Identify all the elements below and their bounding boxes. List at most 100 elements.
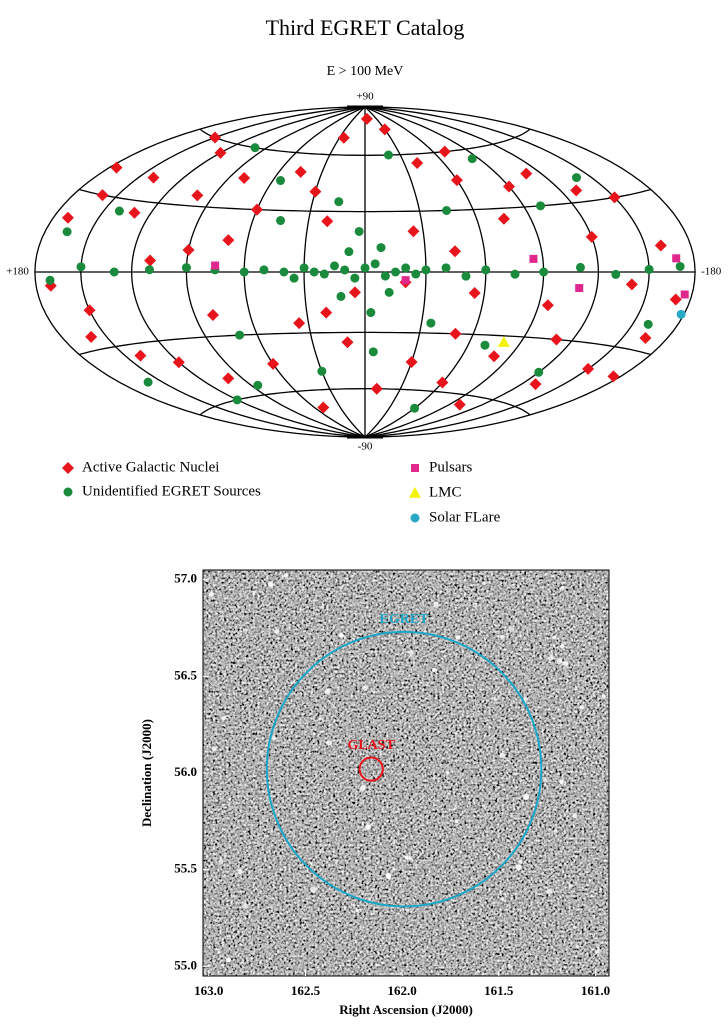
- marker-circle: [76, 262, 85, 271]
- legend-label: Unidentified EGRET Sources: [82, 483, 261, 499]
- legend-label: Solar FLare: [429, 509, 501, 525]
- y-tick-label: 57.0: [174, 571, 197, 586]
- star: [212, 747, 217, 752]
- legend-marker: [64, 488, 73, 497]
- x-tick-label: 161.5: [484, 983, 514, 998]
- marker-circle: [182, 263, 191, 272]
- star: [561, 586, 564, 589]
- marker-diamond: [449, 245, 461, 257]
- marker-diamond: [411, 157, 423, 169]
- star: [560, 644, 564, 648]
- star: [446, 771, 450, 775]
- star: [554, 829, 558, 833]
- star: [337, 739, 339, 741]
- marker-circle: [377, 243, 386, 252]
- y-tick-label: 55.0: [174, 957, 197, 972]
- star: [259, 750, 264, 755]
- star: [252, 592, 255, 595]
- star: [356, 909, 359, 912]
- marker-circle: [145, 265, 154, 274]
- marker-circle: [361, 263, 370, 272]
- marker-diamond: [338, 132, 350, 144]
- marker-circle: [110, 268, 119, 277]
- marker-circle: [421, 265, 430, 274]
- marker-diamond: [222, 372, 234, 384]
- marker-circle: [144, 378, 153, 387]
- star: [500, 635, 505, 640]
- star: [559, 779, 563, 783]
- y-tick-label: +90: [356, 90, 374, 102]
- x-tick-label: +180: [6, 266, 29, 278]
- marker-circle: [384, 151, 393, 160]
- marker-diamond: [439, 146, 451, 158]
- star: [243, 628, 247, 632]
- star: [482, 581, 486, 585]
- marker-circle: [336, 292, 345, 301]
- marker-circle: [411, 270, 420, 279]
- y-tick-label: -90: [358, 441, 373, 453]
- marker-circle: [334, 197, 343, 206]
- marker-circle: [381, 272, 390, 281]
- marker-diamond: [293, 317, 305, 329]
- star: [455, 820, 459, 824]
- star: [447, 792, 449, 794]
- marker-circle: [350, 274, 359, 283]
- marker-diamond: [670, 294, 682, 306]
- x-tick-label: 162.5: [291, 983, 321, 998]
- marker-circle: [279, 268, 288, 277]
- marker-diamond: [520, 168, 532, 180]
- legend-label: Active Galactic Nuclei: [82, 459, 219, 475]
- star: [228, 798, 231, 801]
- star: [523, 794, 529, 800]
- star: [360, 785, 366, 791]
- marker-diamond: [222, 234, 234, 246]
- marker-diamond: [144, 255, 156, 267]
- legend-marker: [62, 462, 74, 474]
- x-tick-label: 162.0: [388, 983, 417, 998]
- star: [595, 949, 601, 955]
- star: [222, 716, 226, 720]
- marker-square: [672, 254, 680, 262]
- marker-circle: [233, 395, 242, 404]
- marker-circle: [410, 404, 419, 413]
- marker-diamond: [586, 231, 598, 243]
- marker-triangle: [498, 336, 510, 347]
- marker-circle: [235, 331, 244, 340]
- star: [316, 865, 318, 867]
- marker-circle: [251, 143, 260, 152]
- legend-marker: [411, 514, 420, 523]
- star: [386, 873, 392, 879]
- marker-circle: [511, 270, 520, 279]
- marker-circle: [366, 308, 375, 317]
- marker-diamond: [607, 370, 619, 382]
- star: [468, 597, 471, 600]
- marker-diamond: [191, 189, 203, 201]
- marker-diamond: [582, 363, 594, 375]
- marker-diamond: [570, 184, 582, 196]
- marker-circle: [340, 265, 349, 274]
- marker-circle: [426, 319, 435, 328]
- y-tick-label: 56.5: [174, 667, 197, 682]
- marker-diamond: [320, 307, 332, 319]
- marker-diamond: [406, 356, 418, 368]
- marker-circle: [369, 347, 378, 356]
- marker-circle: [276, 216, 285, 225]
- marker-circle: [536, 201, 545, 210]
- marker-circle: [539, 268, 548, 277]
- y-axis-label: Declination (J2000): [139, 719, 154, 827]
- marker-circle: [391, 268, 400, 277]
- marker-circle: [480, 341, 489, 350]
- marker-circle: [481, 265, 490, 274]
- marker-circle: [677, 310, 686, 319]
- star: [557, 658, 563, 664]
- marker-diamond: [371, 383, 383, 395]
- x-tick-label: 163.0: [194, 983, 223, 998]
- star: [475, 942, 477, 944]
- marker-circle: [63, 227, 72, 236]
- marker-circle: [330, 261, 339, 270]
- star: [325, 689, 330, 694]
- marker-circle: [317, 367, 326, 376]
- star: [573, 814, 577, 818]
- star: [547, 888, 553, 894]
- star: [272, 736, 277, 741]
